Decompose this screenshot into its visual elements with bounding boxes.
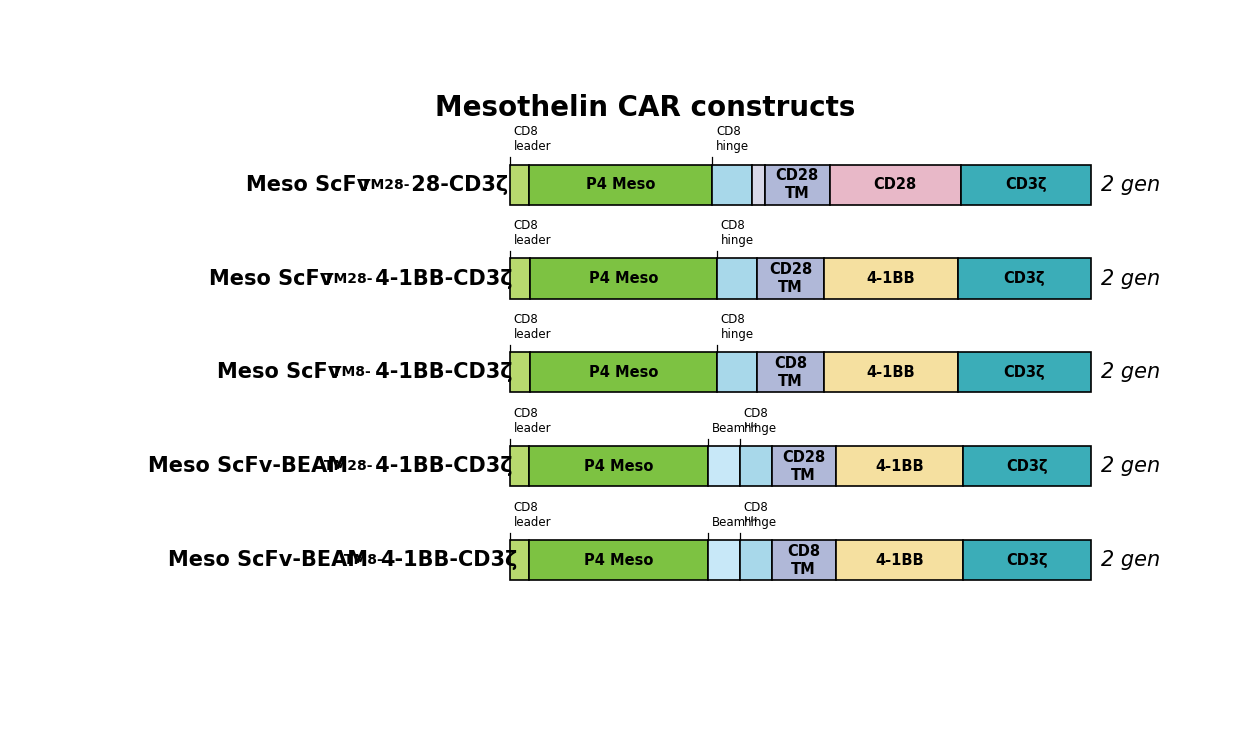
Text: 2 gen: 2 gen <box>1101 174 1160 194</box>
Text: CD3ζ: CD3ζ <box>1006 553 1048 568</box>
Bar <box>708 446 740 486</box>
Bar <box>509 540 530 581</box>
Bar <box>835 540 964 581</box>
Text: P4 Meso: P4 Meso <box>589 365 658 380</box>
Text: CD8
TM: CD8 TM <box>788 544 820 576</box>
Bar <box>530 446 708 486</box>
Text: CD8
leader: CD8 leader <box>513 500 551 528</box>
Text: TM28-: TM28- <box>320 272 372 286</box>
Bar <box>717 353 757 392</box>
Text: 4-1BB-CD3ζ: 4-1BB-CD3ζ <box>367 269 512 289</box>
Text: CD8
leader: CD8 leader <box>513 125 551 153</box>
Text: Mesothelin CAR constructs: Mesothelin CAR constructs <box>434 94 855 122</box>
Text: P4 Meso: P4 Meso <box>584 553 653 568</box>
Text: P4 Meso: P4 Meso <box>584 459 653 474</box>
Text: CD8
hinge: CD8 hinge <box>721 313 754 341</box>
Text: CD8
hinge: CD8 hinge <box>716 125 750 153</box>
Text: TM8-: TM8- <box>340 553 384 567</box>
Bar <box>964 446 1091 486</box>
Bar <box>751 165 765 205</box>
Bar <box>835 446 964 486</box>
Bar <box>961 165 1091 205</box>
Text: Meso ScFv: Meso ScFv <box>218 362 342 383</box>
Text: CD8
leader: CD8 leader <box>513 313 551 341</box>
Text: 4-1BB-CD3ζ: 4-1BB-CD3ζ <box>380 551 517 570</box>
Text: Meso ScFv-BEAM: Meso ScFv-BEAM <box>169 551 369 570</box>
Text: 4-1BB: 4-1BB <box>867 271 915 286</box>
Bar <box>530 165 712 205</box>
Text: P4 Meso: P4 Meso <box>586 177 655 192</box>
Bar <box>740 446 771 486</box>
Text: CD3ζ: CD3ζ <box>1004 365 1045 380</box>
Bar <box>509 353 530 392</box>
Text: CD28
TM: CD28 TM <box>769 262 813 294</box>
Bar <box>509 258 530 299</box>
Text: 4-1BB-CD3ζ: 4-1BB-CD3ζ <box>367 456 512 476</box>
Bar <box>717 258 757 299</box>
Text: Beamᴴᴹ: Beamᴴᴹ <box>712 516 757 528</box>
Bar <box>757 258 824 299</box>
Text: CD8
TM: CD8 TM <box>774 356 808 389</box>
Bar <box>708 540 740 581</box>
Bar <box>824 353 957 392</box>
Bar <box>771 540 835 581</box>
Text: CD8
hinge: CD8 hinge <box>721 219 754 247</box>
Text: CD3ζ: CD3ζ <box>1005 177 1047 192</box>
Text: 2 gen: 2 gen <box>1101 456 1160 476</box>
Bar <box>530 540 708 581</box>
Text: 4-1BB: 4-1BB <box>876 553 923 568</box>
Text: CD8
leader: CD8 leader <box>513 219 551 247</box>
Text: Meso ScFv: Meso ScFv <box>245 174 370 194</box>
Text: 2 gen: 2 gen <box>1101 269 1160 289</box>
Text: CD8
hinge: CD8 hinge <box>743 407 777 435</box>
Bar <box>957 258 1091 299</box>
Text: CD28
TM: CD28 TM <box>782 450 825 483</box>
Bar <box>964 540 1091 581</box>
Text: TM28-: TM28- <box>320 459 372 473</box>
Bar <box>509 165 530 205</box>
Bar <box>771 446 835 486</box>
Text: 28-CD3ζ: 28-CD3ζ <box>405 174 508 194</box>
Text: Beamᴴᴹ: Beamᴴᴹ <box>712 422 757 435</box>
Bar <box>830 165 961 205</box>
Bar <box>957 353 1091 392</box>
Text: CD3ζ: CD3ζ <box>1006 459 1048 474</box>
Bar <box>712 165 751 205</box>
Text: TM28-: TM28- <box>356 177 409 191</box>
Bar <box>509 446 530 486</box>
Text: Meso ScFv: Meso ScFv <box>209 269 333 289</box>
Text: 4-1BB: 4-1BB <box>867 365 915 380</box>
Text: CD28: CD28 <box>873 177 917 192</box>
Text: 4-1BB: 4-1BB <box>876 459 923 474</box>
Bar <box>530 258 717 299</box>
Bar <box>824 258 957 299</box>
Bar <box>765 165 830 205</box>
Bar <box>530 353 717 392</box>
Text: CD3ζ: CD3ζ <box>1004 271 1045 286</box>
Text: 2 gen: 2 gen <box>1101 551 1160 570</box>
Text: P4 Meso: P4 Meso <box>589 271 658 286</box>
Bar <box>740 540 771 581</box>
Text: Meso ScFv-BEAM: Meso ScFv-BEAM <box>148 456 348 476</box>
Text: CD8
leader: CD8 leader <box>513 407 551 435</box>
Text: 2 gen: 2 gen <box>1101 362 1160 383</box>
Text: CD8
hinge: CD8 hinge <box>743 500 777 528</box>
Text: 4-1BB-CD3ζ: 4-1BB-CD3ζ <box>367 362 512 383</box>
Text: CD28
TM: CD28 TM <box>776 169 819 201</box>
Text: TM8-: TM8- <box>327 366 371 380</box>
Bar <box>757 353 824 392</box>
